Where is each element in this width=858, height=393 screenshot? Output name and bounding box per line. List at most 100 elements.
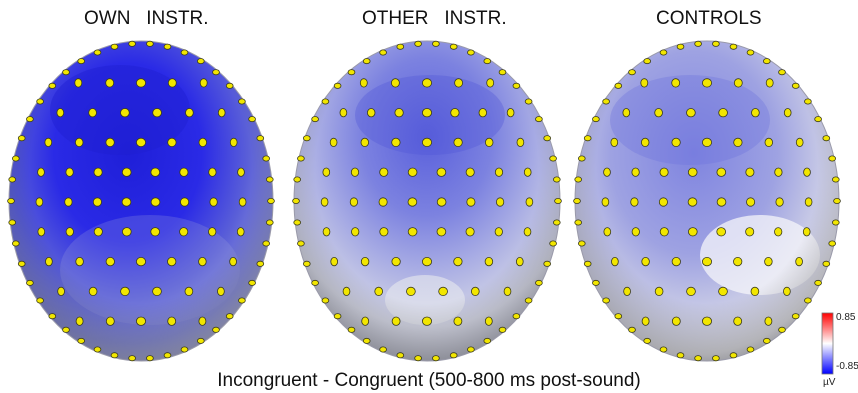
electrode-dot bbox=[212, 326, 220, 333]
electrode-dot bbox=[746, 49, 755, 56]
electrode-dot bbox=[197, 58, 205, 65]
electrode-dot bbox=[26, 279, 34, 286]
electrode-dot bbox=[65, 227, 74, 237]
electrode-dot bbox=[751, 108, 760, 118]
electrode-dot bbox=[44, 137, 53, 147]
electrode-dot bbox=[828, 155, 836, 162]
electrode-dot bbox=[26, 116, 34, 123]
electrode-dot bbox=[37, 167, 45, 177]
electrode-dot bbox=[583, 135, 592, 142]
electrode-dot bbox=[577, 155, 586, 162]
electrode-dot bbox=[37, 227, 46, 237]
electrode-dot bbox=[105, 256, 115, 267]
electrode-dot bbox=[494, 167, 504, 177]
electrode-dot bbox=[75, 256, 84, 267]
electrode-dot bbox=[702, 316, 713, 326]
electrode-dot bbox=[512, 313, 521, 320]
electrode-dot bbox=[212, 69, 220, 76]
head-own-instr bbox=[7, 40, 275, 362]
electrode-dot bbox=[628, 326, 636, 333]
electrode-dot bbox=[795, 137, 804, 147]
electrode-dot bbox=[297, 155, 305, 162]
electrode-dot bbox=[614, 82, 623, 89]
electrode-array bbox=[292, 40, 562, 362]
electrode-dot bbox=[198, 316, 207, 326]
electrode-dot bbox=[483, 337, 492, 344]
electrode-dot bbox=[438, 286, 448, 296]
electrode-dot bbox=[329, 137, 338, 147]
electrode-dot bbox=[450, 108, 460, 118]
electrode-dot bbox=[641, 316, 650, 326]
electrode-dot bbox=[623, 286, 631, 296]
electrode-dot bbox=[167, 137, 177, 147]
electrode-dot bbox=[238, 297, 246, 304]
electrode-dot bbox=[702, 78, 713, 88]
electrode-dot bbox=[163, 352, 172, 359]
panel-title-other-instr: OTHER INSTR. bbox=[362, 8, 507, 29]
electrode-dot bbox=[62, 69, 70, 76]
electrode-dot bbox=[180, 346, 189, 353]
electrode-dot bbox=[128, 40, 136, 47]
electrode-dot bbox=[8, 176, 16, 183]
electrode-dot bbox=[11, 155, 20, 162]
electrode-dot bbox=[248, 279, 256, 286]
electrode-dot bbox=[592, 279, 600, 286]
electrode-dot bbox=[120, 108, 130, 118]
electrode-dot bbox=[535, 279, 543, 286]
electrode-dot bbox=[601, 197, 610, 207]
electrode-dot bbox=[36, 98, 44, 105]
electrode-dot bbox=[180, 197, 190, 207]
electrode-dot bbox=[495, 197, 505, 207]
electrode-dot bbox=[311, 279, 319, 286]
electrode-dot bbox=[333, 82, 342, 89]
electrode-dot bbox=[552, 176, 561, 183]
electrode-dot bbox=[686, 286, 696, 296]
electrode-dot bbox=[225, 313, 234, 320]
electrode-dot bbox=[436, 167, 447, 177]
electrode-dot bbox=[524, 98, 533, 105]
electrode-dot bbox=[362, 337, 371, 344]
electrode-dot bbox=[543, 260, 551, 267]
electrode-dot bbox=[17, 135, 26, 142]
electrode-dot bbox=[804, 197, 813, 207]
electrode-dot bbox=[184, 286, 194, 296]
electrode-dot bbox=[421, 137, 432, 147]
electrode-dot bbox=[421, 78, 432, 88]
electrode-dot bbox=[574, 219, 582, 226]
electrode-dot bbox=[631, 167, 640, 177]
electrode-dot bbox=[654, 286, 664, 296]
electrode-dot bbox=[374, 286, 384, 296]
electrode-dot bbox=[449, 43, 458, 50]
electrode-dot bbox=[342, 286, 351, 296]
electrode-dot bbox=[503, 286, 512, 296]
electrode-dot bbox=[466, 197, 476, 207]
electrode-dot bbox=[783, 108, 792, 118]
electrode-dot bbox=[75, 316, 84, 326]
electrode-dot bbox=[622, 108, 631, 118]
electrode-dot bbox=[762, 58, 771, 65]
electrode-dot bbox=[671, 256, 681, 267]
electrode-dot bbox=[152, 286, 162, 296]
electrode-dot bbox=[778, 326, 786, 333]
electrode-dot bbox=[631, 227, 640, 237]
electrode-dot bbox=[347, 69, 356, 76]
electrode-dot bbox=[293, 176, 302, 183]
electrode-dot bbox=[394, 108, 404, 118]
electrode-dot bbox=[778, 69, 786, 76]
electrode-array bbox=[7, 40, 275, 362]
electrode-dot bbox=[360, 256, 370, 267]
electrode-dot bbox=[414, 355, 422, 362]
electrode-dot bbox=[333, 313, 342, 320]
electrode-dot bbox=[814, 116, 822, 123]
electrode-dot bbox=[733, 137, 743, 147]
electrode-dot bbox=[150, 227, 161, 237]
electrode-dot bbox=[185, 108, 194, 118]
electrode-dot bbox=[302, 260, 311, 267]
electrode-dot bbox=[93, 346, 102, 353]
electrode-dot bbox=[764, 316, 773, 326]
electrode-dot bbox=[671, 78, 681, 88]
electrode-dot bbox=[671, 316, 681, 326]
electrode-dot bbox=[237, 167, 245, 177]
electrode-dot bbox=[822, 135, 831, 142]
electrode-dot bbox=[322, 167, 331, 177]
